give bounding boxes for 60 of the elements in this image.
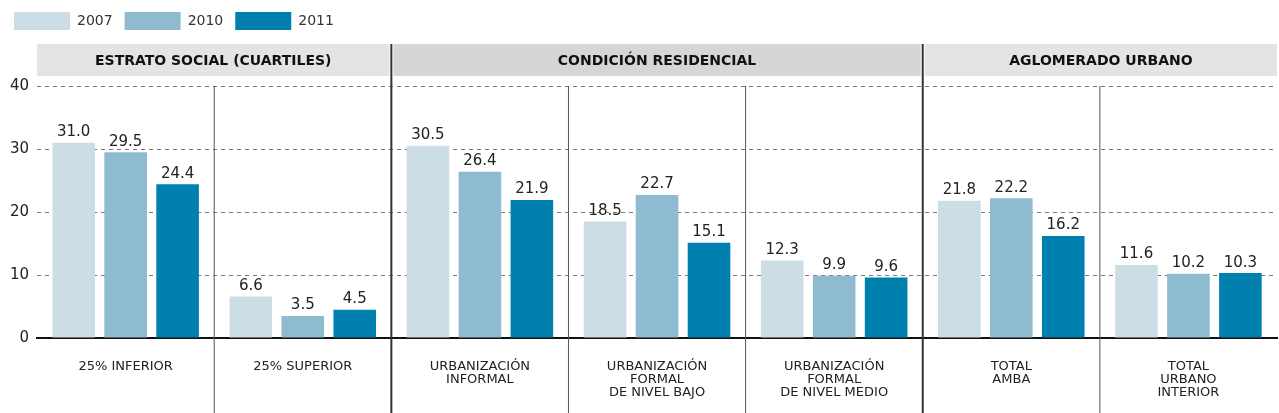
data-label: 9.6 — [874, 256, 899, 275]
x-tick-label: 25% SUPERIOR — [253, 357, 353, 373]
y-tick-label: 0 — [19, 327, 30, 346]
data-label: 31.0 — [56, 122, 91, 141]
y-tick-label: 30 — [9, 138, 30, 157]
bar — [990, 198, 1033, 338]
bar — [281, 315, 325, 338]
y-tick-label: 10 — [9, 264, 30, 283]
bar — [687, 242, 731, 338]
bar — [458, 171, 502, 338]
bar — [1041, 235, 1085, 338]
data-label: 10.2 — [1171, 253, 1206, 272]
x-tick-label: URBANIZACIÓN INFORMAL — [429, 357, 531, 386]
x-tick-label: TOTAL URBANO INTERIOR — [1157, 357, 1220, 399]
legend-label: 2007 — [77, 11, 113, 28]
data-label: 24.4 — [160, 163, 195, 182]
data-label: 30.5 — [411, 125, 445, 144]
data-label: 15.1 — [692, 222, 726, 241]
data-label: 22.7 — [640, 174, 674, 193]
data-label: 6.6 — [238, 275, 263, 294]
bar — [1115, 264, 1158, 338]
bar — [229, 296, 273, 338]
bar — [938, 200, 981, 338]
bar — [510, 200, 554, 338]
bar — [104, 152, 147, 338]
bar — [635, 194, 679, 338]
data-label: 29.5 — [108, 131, 143, 150]
text: CONDICIÓN RESIDENCIAL — [557, 50, 757, 68]
bar — [812, 275, 856, 338]
x-tick-label: 25% INFERIOR — [78, 357, 173, 373]
bar — [52, 142, 95, 338]
data-label: 9.9 — [822, 255, 847, 274]
data-label: 4.5 — [342, 289, 367, 308]
legend-label: 2011 — [298, 11, 334, 28]
bar — [1167, 273, 1210, 338]
data-label: 18.5 — [588, 200, 622, 219]
bar — [864, 277, 908, 338]
text: ESTRATO SOCIAL (CUARTILES) — [94, 51, 332, 68]
data-label: 12.3 — [765, 239, 799, 258]
data-label: 21.9 — [515, 179, 549, 198]
data-label: 22.2 — [994, 177, 1029, 196]
bar — [156, 184, 199, 338]
bar — [406, 145, 450, 338]
data-label: 21.8 — [942, 180, 977, 199]
bar — [1219, 273, 1262, 338]
bar — [760, 260, 804, 338]
x-tick-label: URBANIZACIÓN FORMAL DE NIVEL BAJO — [606, 357, 708, 399]
x-tick-label: URBANIZACIÓN FORMAL DE NIVEL MEDIO — [780, 357, 889, 399]
bar — [333, 309, 377, 338]
data-label: 10.3 — [1223, 252, 1258, 271]
y-tick-label: 20 — [9, 201, 30, 220]
data-label: 16.2 — [1046, 215, 1080, 234]
data-label: 26.4 — [463, 151, 497, 170]
data-label: 11.6 — [1119, 244, 1154, 263]
x-tick-label: TOTAL AMBA — [989, 357, 1033, 386]
data-label: 3.5 — [290, 295, 315, 314]
legend-label: 2010 — [187, 11, 224, 28]
y-tick-label: 40 — [9, 75, 30, 94]
bar — [583, 221, 627, 338]
text: AGLOMERADO URBANO — [1009, 51, 1193, 68]
